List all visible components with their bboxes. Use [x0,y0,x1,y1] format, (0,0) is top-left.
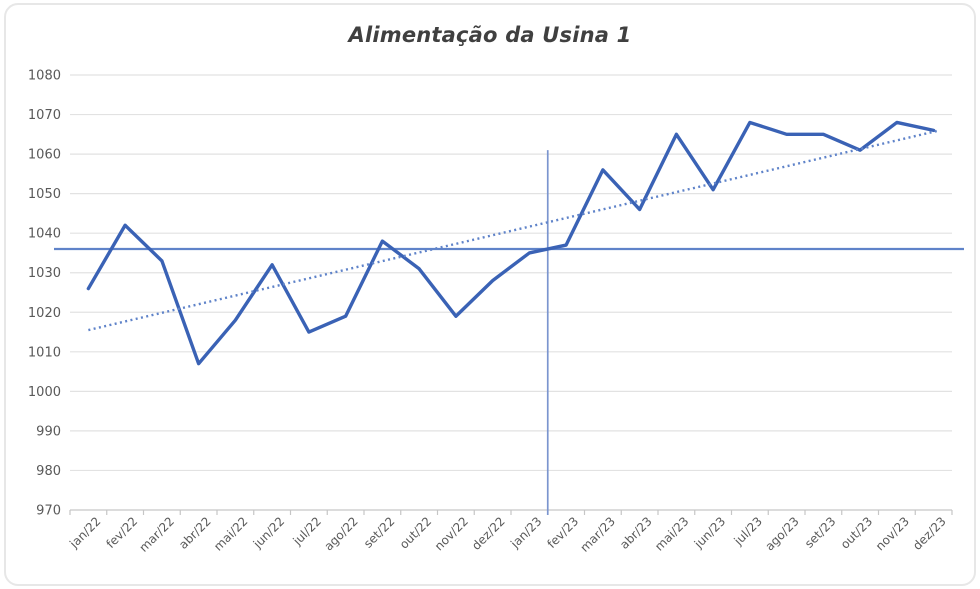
gridlines [70,74,952,511]
x-tick-label: dez/23 [910,514,949,553]
x-tick-label: jul/22 [290,514,324,548]
x-tick-label: abr/22 [176,514,214,552]
x-tick-label: out/23 [838,514,875,551]
series-lines [86,120,936,366]
x-tick-label: nov/23 [873,514,912,553]
y-tick-label: 1000 [28,385,61,400]
x-tick-label: mai/22 [211,514,250,553]
series-line [86,120,936,366]
x-tick-label: mar/23 [577,514,618,555]
x-tick-label: abr/23 [617,514,655,552]
x-tick-label: ago/23 [762,514,801,553]
y-tick-label: 1020 [28,306,61,321]
y-tick-label: 970 [36,504,61,519]
y-tick-label: 1040 [28,227,61,242]
x-tick-label: jan/23 [507,514,544,551]
x-tick-label: mai/23 [652,514,691,553]
chart-frame: Alimentação da Usina 1 1080 1070 1060 1050 1… [4,3,976,586]
x-tick-label: set/23 [802,514,839,551]
x-tick-label: jul/23 [731,514,765,548]
chart-canvas: 1080 1070 1060 1050 1040 1030 1020 1010 1000 990 9… [28,69,964,555]
x-tick-label: fev/23 [544,514,581,551]
y-tick-label: 980 [36,464,61,479]
x-tick-label: out/22 [397,514,434,551]
x-tick-label: nov/22 [432,514,471,553]
chart-title: Alimentação da Usina 1 [348,23,632,47]
reference-lines [54,150,964,515]
y-tick-label: 1080 [28,69,61,84]
x-tick-label: dez/22 [469,514,508,553]
x-tick-label: jun/22 [250,514,287,551]
x-axis [69,510,953,515]
y-tick-label: 1030 [28,266,61,281]
x-tick-label: jan/22 [66,514,103,551]
y-tick-label: 1010 [28,345,61,360]
x-tick-label: ago/22 [321,514,360,553]
y-tick-label: 990 [36,424,61,439]
x-tick-label: fev/22 [103,514,140,551]
x-tick-label: set/22 [361,514,398,551]
x-tick-label: mar/22 [136,514,177,555]
trendline-dotted [88,129,940,332]
x-tick-label: jun/23 [691,514,728,551]
y-tick-label: 1050 [28,187,61,202]
trendline-layer [88,129,940,332]
y-tick-label: 1070 [28,108,61,123]
y-tick-label: 1060 [28,148,61,163]
y-axis-labels: 1080 1070 1060 1050 1040 1030 1020 1010 1000 990 9… [28,69,61,519]
